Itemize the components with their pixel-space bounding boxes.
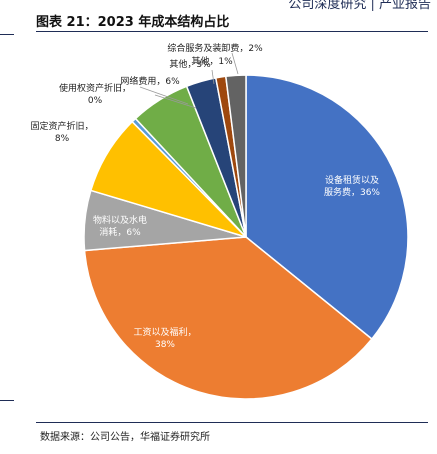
source-rule	[36, 422, 428, 423]
page-header-strip: 公司深度研究 | 产业报告	[0, 0, 437, 14]
data-label-2: 物料以及水电消耗，6%	[93, 214, 147, 238]
figure-title: 图表 21：2023 年成本结构占比	[36, 15, 230, 30]
data-label-5: 网络费用，6%	[120, 75, 180, 87]
leader-lines	[139, 52, 239, 109]
leader-line-1	[211, 69, 215, 85]
leader-line-3	[154, 94, 197, 109]
data-label-6: 其他，3%	[169, 58, 211, 70]
data-label-7: 综合服务及装卸费，2%	[167, 42, 263, 54]
data-label-3: 固定资产折旧， 8%	[30, 120, 93, 144]
source-note: 数据来源：公司公告，华福证券研究所	[40, 432, 210, 443]
pie-slice-8	[224, 74, 247, 238]
data-label-0: 设备租赁以及服务费，36%	[324, 174, 380, 198]
data-label-8: 其他，1%	[191, 55, 233, 67]
leader-line-0	[139, 86, 189, 105]
data-labels: 设备租赁以及服务费，36% 工资以及福利， 38% 物料以及水电消耗，6% 固定资产折旧…	[30, 42, 380, 350]
pie-slice-0	[245, 74, 409, 341]
title-rule	[36, 31, 428, 32]
page-header: 公司深度研究 | 产业报告	[288, 0, 431, 12]
side-rule-top	[0, 34, 14, 35]
data-label-4: 使用权资产折旧， 0%	[59, 82, 131, 106]
leader-line-2	[231, 52, 239, 75]
pie-slices	[83, 74, 409, 400]
side-rule-bottom	[0, 400, 14, 401]
data-label-1: 工资以及福利， 38%	[133, 326, 196, 350]
pie-slice-1	[83, 236, 373, 400]
